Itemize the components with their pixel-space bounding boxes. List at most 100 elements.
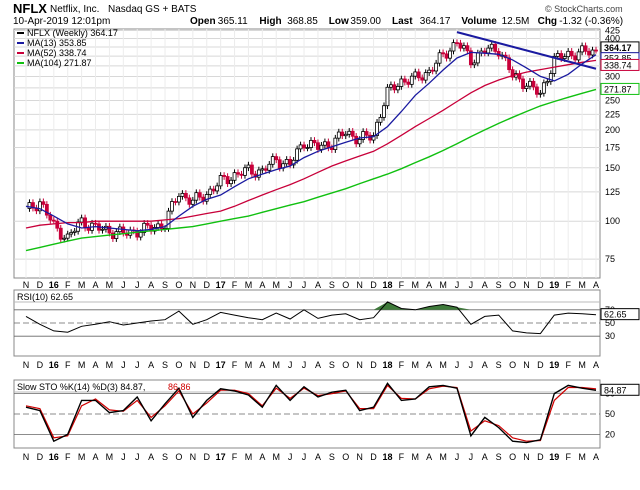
rsi-x-label: F — [565, 360, 571, 370]
ohlc-value-2: 359.00 — [350, 16, 381, 27]
rsi-x-label: D — [537, 360, 544, 370]
price-x-label: S — [162, 280, 168, 290]
candle-body — [170, 201, 174, 212]
candle-body — [343, 133, 348, 137]
candle-body — [531, 80, 536, 88]
rsi-x-label: A — [148, 360, 154, 370]
candle-body — [305, 147, 310, 149]
candle-body — [72, 230, 77, 233]
sto-tick-label: 50 — [605, 409, 615, 419]
candle-body — [448, 50, 452, 59]
sto-x-label: D — [37, 452, 44, 462]
sto-x-label: 17 — [216, 452, 226, 462]
candle-body — [302, 144, 306, 149]
candle-body — [594, 49, 598, 52]
sto-x-label: A — [315, 452, 321, 462]
price-x-label: N — [190, 280, 197, 290]
candle-body — [41, 201, 46, 205]
candle-body — [229, 179, 233, 185]
sto-x-label: O — [175, 452, 182, 462]
rsi-x-label: O — [342, 360, 349, 370]
sto-x-label: M — [272, 452, 280, 462]
candle-body — [361, 131, 366, 140]
candle-body — [493, 43, 498, 52]
sto-tick-label: 20 — [605, 429, 615, 439]
candle-body — [267, 163, 272, 171]
sto-x-label: M — [439, 452, 447, 462]
price-x-label: J — [469, 280, 474, 290]
ma104-line — [25, 88, 597, 252]
rsi-x-label: 18 — [382, 360, 392, 370]
candle-body — [489, 43, 494, 49]
rsi-x-label: M — [106, 360, 114, 370]
candle-body — [569, 50, 574, 57]
sto-x-label: A — [148, 452, 154, 462]
candle-body — [455, 42, 459, 45]
ohlc-row: Open 365.11 High 368.85 Low 359.00 Last 364.17 V… — [190, 16, 623, 27]
candle-body — [156, 223, 160, 228]
price-x-label: F — [232, 280, 238, 290]
candle-body — [434, 62, 439, 72]
candle-body — [468, 50, 473, 66]
candle-body — [208, 188, 213, 195]
price-x-label: N — [523, 280, 530, 290]
candle-body — [573, 55, 578, 61]
price-x-label: 17 — [216, 280, 226, 290]
candle-body — [475, 52, 480, 64]
sto-k-line — [25, 382, 597, 444]
sto-x-label: N — [190, 452, 197, 462]
price-tick-label: 150 — [605, 163, 620, 173]
rsi-x-label: J — [302, 360, 307, 370]
candle-body — [250, 164, 254, 175]
price-tick-label: 250 — [605, 95, 620, 105]
price-x-label: S — [329, 280, 335, 290]
price-frame — [13, 28, 601, 279]
candle-body — [441, 52, 445, 55]
rsi-x-label: M — [78, 360, 86, 370]
candle-body — [69, 232, 74, 235]
candle-body — [336, 131, 341, 139]
rsi-tick-label: 30 — [605, 331, 615, 341]
price-x-label: D — [537, 280, 544, 290]
candle-body — [580, 45, 584, 53]
candle-body — [288, 159, 293, 166]
candle-body — [576, 51, 581, 61]
sto-panel: 205080Slow STO %K(14) %D(3) 84.87,86.868… — [13, 379, 640, 449]
candle-body — [545, 81, 550, 84]
candle-body — [239, 173, 244, 176]
sto-d-value-label: 86.86 — [168, 382, 191, 392]
rsi-x-label: 19 — [549, 360, 559, 370]
price-x-label: N — [23, 280, 30, 290]
rsi-x-label: 16 — [49, 360, 59, 370]
candle-body — [218, 175, 223, 187]
candle-body — [402, 78, 407, 83]
sto-x-label: S — [496, 452, 502, 462]
price-x-label: J — [288, 280, 293, 290]
rsi-x-label: N — [23, 360, 30, 370]
candle-body — [583, 45, 588, 52]
value-tag-label: 338.74 — [604, 60, 632, 70]
sto-x-label: M — [106, 452, 114, 462]
sto-x-label: N — [356, 452, 363, 462]
sto-value-label: 84.87 — [604, 385, 627, 395]
candle-body — [256, 169, 261, 178]
price-x-label: F — [65, 280, 71, 290]
price-x-label: D — [37, 280, 44, 290]
candle-body — [350, 130, 355, 137]
candle-body — [382, 105, 386, 118]
ohlc-label-5: Chg — [538, 16, 557, 27]
rsi-x-label: A — [426, 360, 432, 370]
candle-body — [535, 86, 539, 95]
candle-body — [222, 175, 227, 177]
price-x-label: N — [356, 280, 363, 290]
sto-x-label: N — [23, 452, 30, 462]
candle-body — [507, 57, 512, 71]
rsi-x-label: M — [245, 360, 253, 370]
rsi-x-label: O — [509, 360, 516, 370]
price-tick-label: 100 — [605, 216, 620, 226]
candle-body — [173, 201, 178, 203]
sto-x-label: D — [370, 452, 377, 462]
rsi-x-label: D — [370, 360, 377, 370]
